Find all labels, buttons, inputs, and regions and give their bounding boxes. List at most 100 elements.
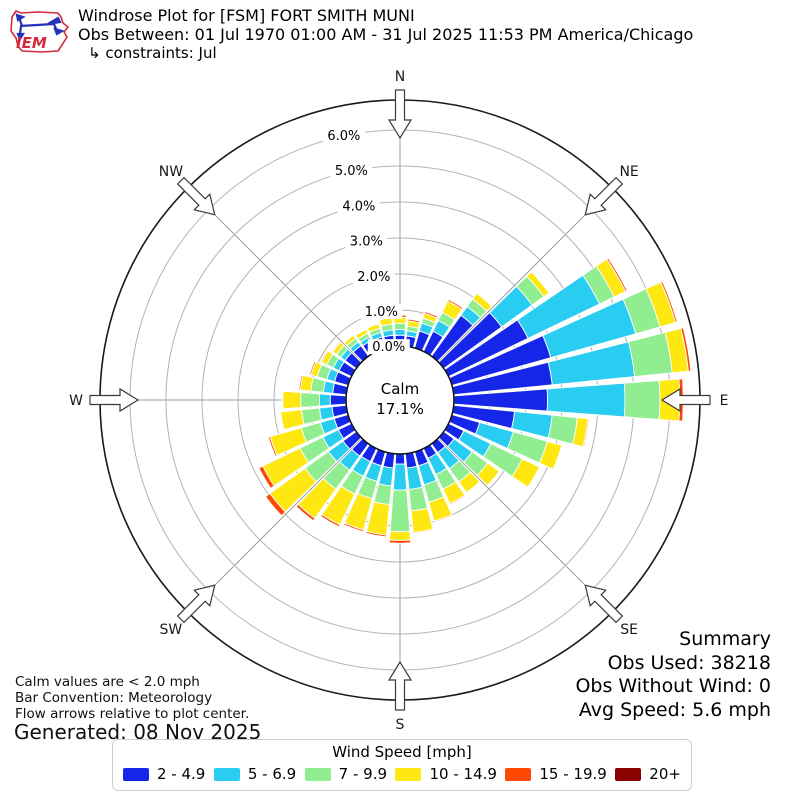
bar-40-bin4 — [476, 292, 493, 307]
bar-130-bin4 — [486, 470, 501, 487]
legend-swatch-icon — [213, 767, 240, 781]
flow-arrows — [89, 89, 711, 711]
ring-label-bg — [345, 233, 388, 249]
legend-item-5-6.9: 5 - 6.9 — [213, 765, 297, 783]
flow-arrow-sw — [176, 584, 216, 624]
bar-60-bin4 — [606, 257, 628, 293]
bar-260-bin3 — [280, 409, 305, 431]
bar-90-bin2 — [623, 380, 661, 420]
compass-labels: N NE E SE S SW W NW — [69, 69, 728, 733]
legend-item-15-19.9: 15 - 19.9 — [505, 765, 607, 783]
bar-100-bin2 — [547, 414, 578, 445]
legend-item-7-9.9: 7 - 9.9 — [304, 765, 387, 783]
flow-arrow-s — [387, 660, 413, 711]
legend-swatch-icon — [395, 767, 422, 781]
bar-340-bin4 — [366, 322, 380, 329]
bar-230-bin4 — [264, 492, 286, 517]
bar-190-bin4 — [365, 530, 388, 538]
ring-label-bg — [360, 303, 403, 319]
footnote-convention: Bar Convention: Meteorology — [15, 690, 213, 706]
summary-title: Summary — [679, 628, 771, 650]
legend-label: 10 - 14.9 — [429, 765, 497, 783]
legend-item-20+: 20+ — [615, 765, 681, 783]
ring-label-2pct: 2.0% — [357, 270, 390, 285]
legend-swatch-icon — [615, 767, 642, 781]
bar-290-bin4 — [308, 360, 317, 376]
legend-title: Wind Speed [mph] — [332, 743, 472, 761]
compass-label-nw: NW — [159, 164, 183, 180]
flow-arrow-n — [387, 89, 413, 140]
compass-label-se: SE — [620, 622, 638, 638]
ring-label-bg — [330, 163, 373, 179]
bar-280-bin4 — [298, 374, 304, 391]
summary-avg-speed: Avg Speed: 5.6 mph — [578, 698, 771, 721]
bar-270-bin2 — [300, 392, 321, 408]
legend-label: 2 - 4.9 — [157, 765, 206, 783]
compass-label-ne: NE — [619, 164, 638, 180]
bar-180-bin4 — [388, 539, 412, 544]
legend-label: 15 - 19.9 — [539, 765, 607, 783]
plot-constraints: ↳ constraints: Jul — [88, 44, 217, 62]
bar-20-bin4 — [423, 311, 439, 319]
legend-swatch-icon — [505, 767, 532, 781]
ring-label-bg — [337, 198, 380, 214]
bar-170-bin2 — [408, 486, 429, 512]
legend-label: 20+ — [649, 765, 681, 783]
bar-250-bin4 — [267, 435, 278, 457]
bar-180-bin3 — [388, 530, 412, 541]
bar-270-bin0 — [329, 394, 347, 406]
bar-310-bin4 — [331, 340, 342, 353]
bar-50-bin4 — [530, 270, 551, 294]
bar-330-bin4 — [354, 328, 367, 336]
legend-items: 2 - 4.9 5 - 6.9 7 - 9.9 10 - 14.9 15 - 19.9 2… — [113, 761, 691, 783]
flow-arrow-w — [89, 387, 140, 413]
iem-logo-text: IEM — [16, 34, 47, 52]
bar-10-bin4 — [407, 318, 421, 324]
bar-160-bin4 — [433, 514, 453, 523]
windrose-bars — [258, 257, 692, 544]
ring-label-3pct: 3.0% — [350, 235, 383, 250]
bar-180-bin2 — [389, 489, 411, 533]
legend-swatch-icon — [123, 767, 149, 781]
compass-label-e: E — [720, 393, 729, 409]
ring-label-0pct: 0.0% — [372, 340, 405, 355]
bar-90-bin1 — [546, 382, 626, 418]
footnote-arrows: Flow arrows relative to plot center. — [15, 706, 250, 722]
ring-label-5pct: 5.0% — [335, 164, 368, 179]
bar-0-bin1 — [394, 328, 406, 336]
compass-label-sw: SW — [160, 622, 183, 638]
wind-vane-icon — [15, 13, 65, 42]
bar-120-bin4 — [527, 466, 541, 489]
bar-270-bin3 — [282, 390, 302, 410]
iem-logo: IEM — [10, 10, 70, 53]
bar-260-bin4 — [279, 411, 285, 431]
legend-item-2-4.9: 2 - 4.9 — [123, 765, 205, 783]
bar-0-bin2 — [393, 322, 407, 331]
legend-label: 5 - 6.9 — [247, 765, 297, 783]
ring-label-4pct: 4.0% — [342, 199, 375, 214]
bar-320-bin4 — [343, 333, 354, 344]
wind-speed-legend: Wind Speed [mph] 2 - 4.9 5 - 6.9 7 - 9.9 10… — [112, 739, 692, 791]
bar-170-bin4 — [412, 528, 434, 535]
calm-value: 17.1% — [376, 400, 424, 418]
bar-300-bin4 — [319, 349, 329, 363]
summary-block: Summary Obs Used: 38218 Obs Without Wind… — [575, 628, 771, 722]
bar-140-bin4 — [465, 481, 481, 494]
bar-200-bin4 — [343, 522, 365, 533]
bar-150-bin4 — [449, 494, 467, 506]
summary-obs-used: Obs Used: 38218 — [607, 651, 771, 674]
bar-210-bin4 — [320, 513, 341, 528]
bar-260-bin2 — [300, 407, 323, 426]
header: Windrose Plot for [FSM] FORT SMITH MUNI … — [78, 6, 693, 63]
ring-label-6pct: 6.0% — [327, 129, 360, 144]
bar-80-bin2 — [627, 331, 673, 378]
bar-110-bin4 — [552, 444, 564, 471]
footnotes: Calm values are < 2.0 mph Bar Convention… — [15, 674, 249, 722]
bar-30-bin4 — [447, 298, 464, 310]
bar-270-bin4 — [281, 390, 284, 410]
compass-label-s: S — [396, 717, 405, 733]
bar-240-bin4 — [258, 465, 275, 489]
compass-label-w: W — [69, 393, 83, 409]
